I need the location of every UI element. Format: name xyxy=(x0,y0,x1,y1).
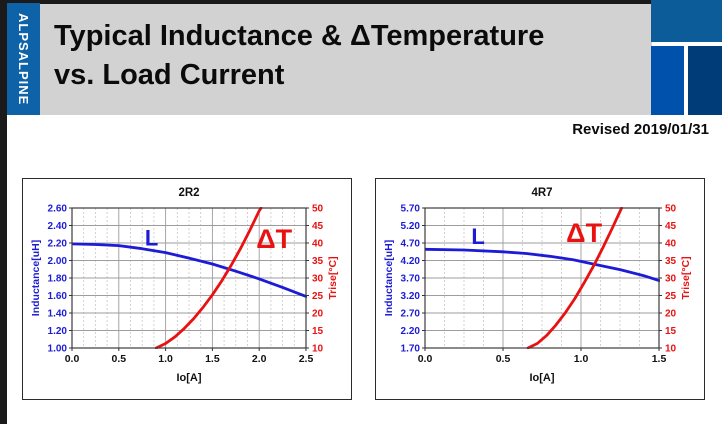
curve-annotation: ΔT xyxy=(566,218,602,248)
x-axis-label: Io[A] xyxy=(529,372,554,384)
left-axis-label: Inductance[uH] xyxy=(30,240,42,316)
svg-text:3.70: 3.70 xyxy=(401,274,421,285)
svg-text:20: 20 xyxy=(312,309,324,320)
chart-title: 2R2 xyxy=(178,187,199,199)
x-axis-label: Io[A] xyxy=(176,372,201,384)
top-border xyxy=(0,0,652,4)
revised-date: Revised 2019/01/31 xyxy=(572,121,709,138)
series-trise xyxy=(526,207,624,349)
svg-text:1.70: 1.70 xyxy=(401,344,421,355)
svg-text:45: 45 xyxy=(665,221,677,232)
deco-square-left xyxy=(651,46,684,115)
svg-text:15: 15 xyxy=(665,326,677,337)
slide-title-banner: Typical Inductance & ΔTemperature vs. Lo… xyxy=(40,4,652,115)
svg-text:10: 10 xyxy=(312,344,324,355)
alps-alpine-logo-text: ALPSALPINE xyxy=(16,12,31,106)
chart-card-4r7: 5.70 5.20 4.70 4.20 3.70 3.20 2.70 2.20 1.70 50 45… xyxy=(375,178,705,400)
series-inductance xyxy=(72,242,307,298)
svg-text:2.70: 2.70 xyxy=(401,309,421,320)
series-inductance xyxy=(425,247,660,282)
curve-annotation: L xyxy=(145,225,158,250)
svg-text:2.20: 2.20 xyxy=(401,326,421,337)
svg-text:0.0: 0.0 xyxy=(418,353,433,365)
svg-text:2.0: 2.0 xyxy=(252,353,267,365)
svg-text:1.0: 1.0 xyxy=(574,353,589,365)
svg-text:10: 10 xyxy=(665,344,677,355)
chart-svg-2r2: 2.60 2.40 2.20 2.00 1.80 1.60 1.40 1.20 1.00 50 45… xyxy=(30,187,339,384)
svg-text:30: 30 xyxy=(312,274,324,285)
svg-text:45: 45 xyxy=(312,221,324,232)
svg-text:1.60: 1.60 xyxy=(48,291,68,302)
svg-text:20: 20 xyxy=(665,309,677,320)
svg-text:40: 40 xyxy=(312,239,324,250)
right-axis-label: Trise[°C] xyxy=(680,256,692,299)
curve-annotation: ΔT xyxy=(256,224,292,254)
svg-text:40: 40 xyxy=(665,239,677,250)
chart-svg-4r7: 5.70 5.20 4.70 4.20 3.70 3.20 2.70 2.20 1.70 50 45… xyxy=(383,187,692,384)
left-border xyxy=(0,0,7,424)
svg-text:35: 35 xyxy=(665,256,677,267)
svg-text:5.20: 5.20 xyxy=(401,221,421,232)
deco-square-right xyxy=(688,46,722,115)
svg-text:50: 50 xyxy=(665,204,677,215)
svg-text:4.20: 4.20 xyxy=(401,256,421,267)
svg-text:30: 30 xyxy=(665,274,677,285)
svg-text:0.5: 0.5 xyxy=(496,353,511,365)
svg-text:2.5: 2.5 xyxy=(299,353,314,365)
svg-text:1.5: 1.5 xyxy=(652,353,667,365)
right-axis-label: Trise[°C] xyxy=(327,256,339,299)
svg-text:1.0: 1.0 xyxy=(158,353,173,365)
svg-text:50: 50 xyxy=(312,204,324,215)
svg-text:1.20: 1.20 xyxy=(48,326,68,337)
svg-text:1.5: 1.5 xyxy=(205,353,220,365)
alps-alpine-logo: ALPSALPINE xyxy=(7,3,40,115)
svg-text:2.60: 2.60 xyxy=(48,204,68,215)
series-trise xyxy=(154,207,263,349)
chart-card-2r2: 2.60 2.40 2.20 2.00 1.80 1.60 1.40 1.20 1.00 50 45… xyxy=(22,178,352,400)
svg-text:1.80: 1.80 xyxy=(48,274,68,285)
svg-text:5.70: 5.70 xyxy=(401,204,421,215)
svg-text:2.00: 2.00 xyxy=(48,256,68,267)
svg-text:15: 15 xyxy=(312,326,324,337)
svg-text:35: 35 xyxy=(312,256,324,267)
svg-text:25: 25 xyxy=(665,291,677,302)
slide-title-line2: vs. Load Current xyxy=(54,59,285,91)
svg-text:3.20: 3.20 xyxy=(401,291,421,302)
curve-annotation: L xyxy=(471,224,484,249)
svg-text:4.70: 4.70 xyxy=(401,239,421,250)
slide-title-line1: Typical Inductance & ΔTemperature xyxy=(54,20,545,52)
chart-title: 4R7 xyxy=(531,187,552,199)
svg-text:1.40: 1.40 xyxy=(48,309,68,320)
deco-rectangle-top xyxy=(651,0,722,42)
svg-text:1.00: 1.00 xyxy=(48,344,68,355)
svg-text:25: 25 xyxy=(312,291,324,302)
left-axis-label: Inductance[uH] xyxy=(383,240,395,316)
svg-text:2.20: 2.20 xyxy=(48,239,68,250)
svg-text:2.40: 2.40 xyxy=(48,221,68,232)
svg-text:0.5: 0.5 xyxy=(111,353,126,365)
svg-text:0.0: 0.0 xyxy=(65,353,80,365)
